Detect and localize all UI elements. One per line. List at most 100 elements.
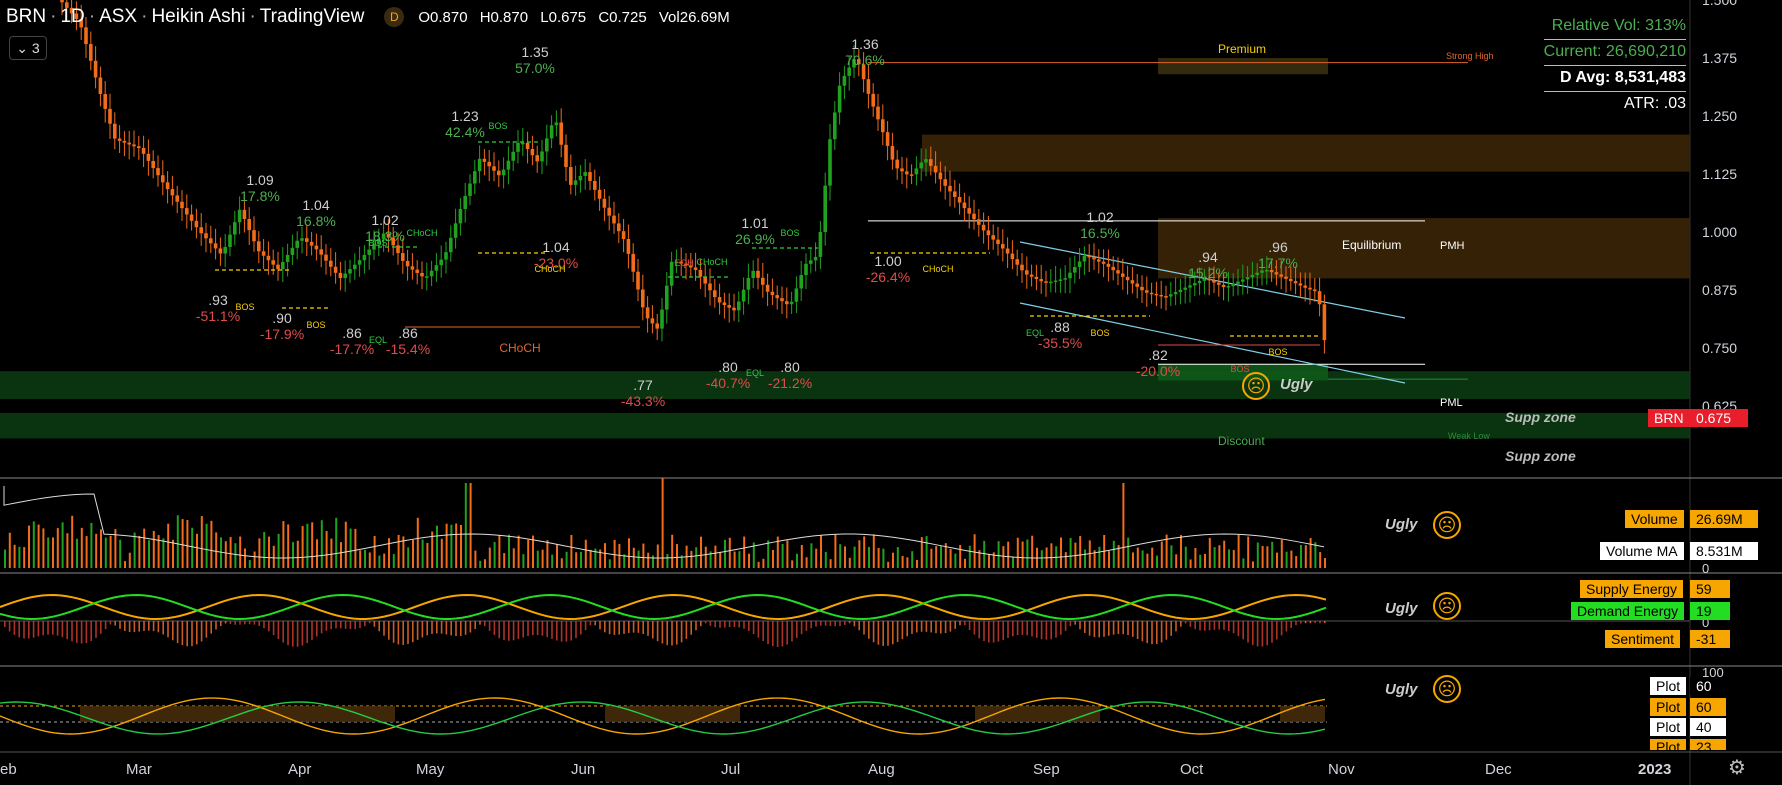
volume-bar xyxy=(882,548,885,568)
swing-price-label: .80 xyxy=(718,359,738,375)
volume-bar xyxy=(589,549,592,568)
interval[interactable]: 1D xyxy=(60,6,85,27)
candle-body xyxy=(804,263,808,276)
sad-face-icon: ☹ xyxy=(1242,372,1270,400)
candle-body xyxy=(621,231,626,240)
volume-bar xyxy=(450,524,453,568)
histogram-bar xyxy=(1180,621,1182,627)
volume-bar xyxy=(805,557,808,568)
volume-bar xyxy=(733,551,736,568)
candle-body xyxy=(439,259,443,266)
histogram-bar xyxy=(157,621,160,633)
candle-body xyxy=(1001,244,1005,249)
histogram-bar xyxy=(1228,621,1230,632)
candle-body xyxy=(617,223,621,232)
volume-bar xyxy=(637,550,640,568)
volume-bar xyxy=(848,557,851,568)
histogram-bar xyxy=(320,621,323,634)
candle-body xyxy=(1308,287,1312,290)
x-tick-label: Aug xyxy=(868,761,895,778)
x-tick-label: Mar xyxy=(126,761,152,778)
candle-body xyxy=(1217,282,1221,285)
histogram-bar xyxy=(791,621,793,642)
volume-bar xyxy=(359,550,362,568)
volume-bar xyxy=(724,539,726,568)
histogram-bar xyxy=(1242,621,1244,640)
volume-bar xyxy=(455,523,458,568)
volume-bar xyxy=(1261,546,1264,568)
candle-body xyxy=(237,209,242,223)
volume-bar xyxy=(1151,547,1154,568)
volume-bar xyxy=(1319,552,1322,568)
candle-body xyxy=(554,122,559,126)
volume-ma-legend: Volume MA xyxy=(1600,542,1684,560)
candle-body xyxy=(401,253,405,261)
candle-body xyxy=(1121,273,1125,277)
delay-badge-icon[interactable]: D xyxy=(384,7,405,27)
volume-bar xyxy=(85,536,88,568)
indicators-toggle-button[interactable]: ⌄ 3 xyxy=(9,36,47,60)
y-tick-label: 0.875 xyxy=(1702,282,1737,298)
swing-pct-label: 57.0% xyxy=(515,60,555,76)
candle-body xyxy=(319,249,323,255)
candle-body xyxy=(1092,257,1096,260)
candle-body xyxy=(823,185,827,232)
swing-price-label: 1.00 xyxy=(874,253,901,269)
candle-body xyxy=(1197,280,1202,284)
candle-body xyxy=(737,301,741,311)
candle-body xyxy=(377,238,381,245)
candle-body xyxy=(79,19,83,28)
candle-body xyxy=(223,246,227,254)
volume-bar xyxy=(560,558,563,568)
histogram-bar xyxy=(656,621,659,642)
histogram-bar xyxy=(508,621,510,641)
volume-bar xyxy=(1098,546,1101,568)
volume-bar xyxy=(541,549,544,568)
volume-bar xyxy=(1247,536,1250,568)
candle-body xyxy=(549,125,554,139)
volume-bar xyxy=(47,537,50,568)
candle-body xyxy=(1145,290,1149,293)
volume-bar xyxy=(911,551,914,568)
x-tick-label: May xyxy=(416,761,445,778)
candle-body xyxy=(218,248,223,254)
histogram-bar xyxy=(978,621,980,639)
histogram-bar xyxy=(997,621,1000,642)
histogram-bar xyxy=(301,621,304,646)
histogram-bar xyxy=(152,621,155,632)
volume-bar xyxy=(196,533,198,568)
candle-body xyxy=(194,220,199,228)
candle-body xyxy=(1265,269,1269,272)
volume-bar xyxy=(272,545,275,568)
candle-body xyxy=(641,289,645,308)
swing-price-label: .77 xyxy=(633,377,653,393)
candle-body xyxy=(1226,286,1231,288)
histogram-bar xyxy=(532,621,534,636)
histogram-bar xyxy=(1160,621,1163,643)
volume-bar xyxy=(1242,558,1245,568)
candle-body xyxy=(1231,283,1235,287)
histogram-bar xyxy=(100,621,102,634)
volume-bar xyxy=(176,515,179,568)
candle-body xyxy=(1125,276,1130,281)
volume-bar xyxy=(426,542,429,568)
histogram-bar xyxy=(1314,621,1316,624)
histogram-bar xyxy=(1112,621,1115,635)
symbol-name[interactable]: BRN xyxy=(6,6,47,27)
candle-body xyxy=(1245,277,1250,280)
candles xyxy=(60,0,1327,354)
histogram-bar xyxy=(1074,621,1076,625)
candle-body xyxy=(146,153,151,161)
settings-gear-icon[interactable]: ⚙ xyxy=(1728,757,1746,779)
candle-body xyxy=(631,253,635,272)
histogram-bar xyxy=(277,621,280,639)
strong-high-label: Strong High xyxy=(1446,51,1494,61)
structure-tag: BOS xyxy=(1230,364,1249,374)
candle-body xyxy=(943,179,947,186)
histogram-bar xyxy=(306,621,308,644)
volume-bar xyxy=(109,535,112,568)
candle-body xyxy=(372,244,376,250)
volume-bar xyxy=(570,534,573,568)
